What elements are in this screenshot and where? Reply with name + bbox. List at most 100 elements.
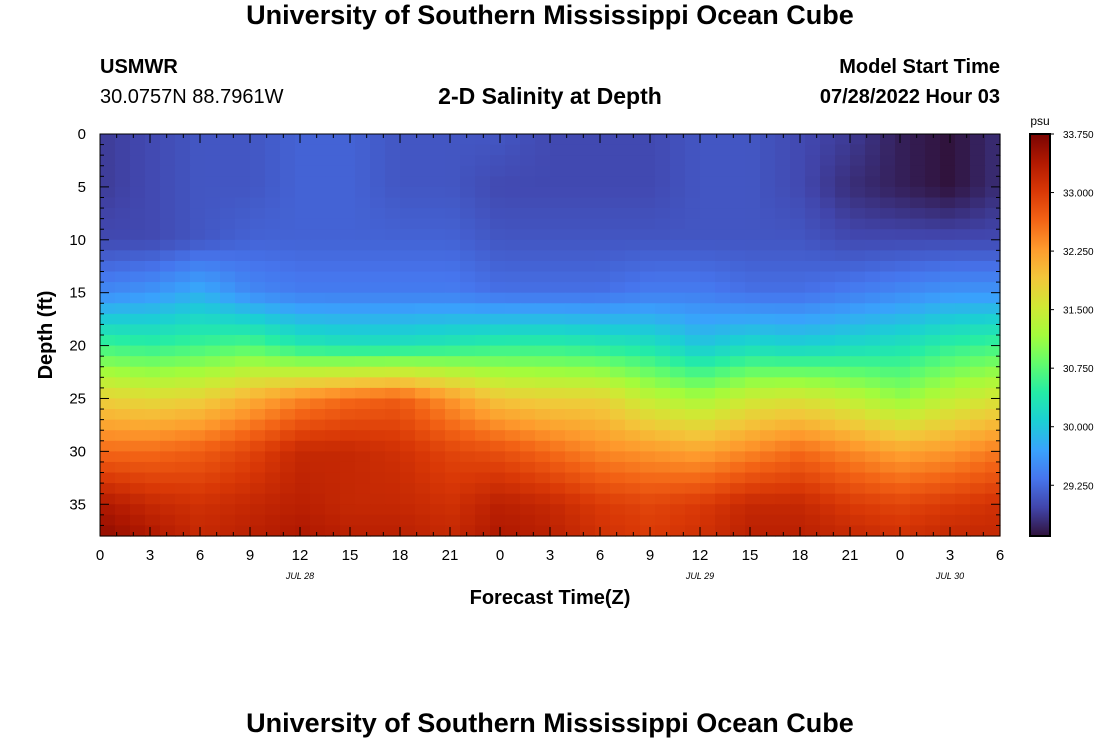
heatmap-cell xyxy=(880,430,896,442)
heatmap-cell xyxy=(160,377,176,389)
heatmap-cell xyxy=(505,324,521,336)
heatmap-cell xyxy=(625,377,641,389)
heatmap-cell xyxy=(655,197,671,209)
heatmap-cell xyxy=(100,483,116,495)
heatmap-cell xyxy=(910,451,926,463)
heatmap-cell xyxy=(220,377,236,389)
heatmap-cell xyxy=(805,483,821,495)
heatmap-cell xyxy=(385,430,401,442)
heatmap-cell xyxy=(655,514,671,527)
heatmap-cell xyxy=(160,493,176,505)
heatmap-cell xyxy=(160,356,176,368)
heatmap-cell xyxy=(880,483,896,495)
heatmap-cell xyxy=(730,419,746,431)
heatmap-cell xyxy=(445,493,461,505)
heatmap-cell xyxy=(490,430,506,442)
heatmap-cell xyxy=(340,165,356,177)
heatmap-cell xyxy=(235,229,251,241)
heatmap-cell xyxy=(415,345,431,357)
heatmap-cell xyxy=(430,430,446,442)
heatmap-cell xyxy=(985,218,1001,230)
heatmap-cell xyxy=(790,525,806,537)
heatmap-cell xyxy=(715,208,731,220)
heatmap-cell xyxy=(790,345,806,357)
heatmap-cell xyxy=(655,165,671,177)
heatmap-cell xyxy=(655,483,671,495)
heatmap-cell xyxy=(850,186,866,199)
heatmap-cell xyxy=(835,356,851,368)
heatmap-cell xyxy=(985,356,1001,368)
heatmap-cell xyxy=(610,144,626,156)
heatmap-cell xyxy=(925,197,941,209)
heatmap-cell xyxy=(985,451,1001,463)
heatmap-cell xyxy=(925,239,941,251)
heatmap-cell xyxy=(955,313,971,326)
heatmap-cell xyxy=(835,134,851,146)
heatmap-cell xyxy=(940,366,956,378)
heatmap-cell xyxy=(895,303,911,315)
heatmap-cell xyxy=(835,483,851,495)
heatmap-cell xyxy=(205,504,221,516)
heatmap-cell xyxy=(520,345,536,357)
heatmap-cell xyxy=(340,239,356,251)
heatmap-cell xyxy=(475,430,491,442)
heatmap-cell xyxy=(295,472,311,484)
heatmap-cell xyxy=(895,324,911,336)
heatmap-cell xyxy=(145,303,161,315)
heatmap-cell xyxy=(985,430,1001,442)
heatmap-cell xyxy=(505,419,521,431)
heatmap-cell xyxy=(175,155,191,167)
heatmap-cell xyxy=(190,493,206,505)
heatmap-cell xyxy=(205,176,221,188)
heatmap-cell xyxy=(280,282,296,294)
heatmap-cell xyxy=(640,324,656,336)
heatmap-cell xyxy=(580,461,596,474)
heatmap-cell xyxy=(550,239,566,251)
heatmap-cell xyxy=(775,398,791,410)
heatmap-cell xyxy=(415,335,431,347)
heatmap-cell xyxy=(700,324,716,336)
heatmap-cell xyxy=(745,398,761,410)
heatmap-cell xyxy=(850,504,866,516)
heatmap-cell xyxy=(295,229,311,241)
heatmap-cell xyxy=(430,144,446,156)
heatmap-cell xyxy=(385,398,401,410)
heatmap-cell xyxy=(775,335,791,347)
heatmap-cell xyxy=(355,176,371,188)
heatmap-cell xyxy=(940,134,956,146)
heatmap-cell xyxy=(745,461,761,474)
heatmap-cell xyxy=(445,239,461,251)
heatmap-cell xyxy=(895,165,911,177)
heatmap-cell xyxy=(760,451,776,463)
heatmap-cell xyxy=(580,504,596,516)
heatmap-cell xyxy=(415,303,431,315)
heatmap-cell xyxy=(280,144,296,156)
heatmap-cell xyxy=(265,324,281,336)
heatmap-cell xyxy=(655,134,671,146)
heatmap-cell xyxy=(385,451,401,463)
heatmap-cell xyxy=(505,461,521,474)
heatmap-cell xyxy=(775,461,791,474)
heatmap-cell xyxy=(100,356,116,368)
heatmap-cell xyxy=(640,398,656,410)
heatmap-cell xyxy=(655,176,671,188)
heatmap-cell xyxy=(670,229,686,241)
heatmap-cell xyxy=(145,514,161,527)
heatmap-cell xyxy=(880,504,896,516)
heatmap-cell xyxy=(250,208,266,220)
heatmap-cell xyxy=(655,377,671,389)
heatmap-cell xyxy=(355,134,371,146)
heatmap-cell xyxy=(985,208,1001,220)
heatmap-cell xyxy=(625,208,641,220)
colorbar-tick-label: 29.250 xyxy=(1063,481,1094,492)
heatmap-cell xyxy=(370,472,386,484)
heatmap-cell xyxy=(970,356,986,368)
heatmap-cell xyxy=(640,250,656,262)
heatmap-cell xyxy=(700,345,716,357)
heatmap-cell xyxy=(295,303,311,315)
heatmap-cell xyxy=(715,387,731,400)
heatmap-cell xyxy=(340,292,356,304)
heatmap-cell xyxy=(355,514,371,527)
heatmap-cell xyxy=(505,483,521,495)
heatmap-cell xyxy=(835,208,851,220)
